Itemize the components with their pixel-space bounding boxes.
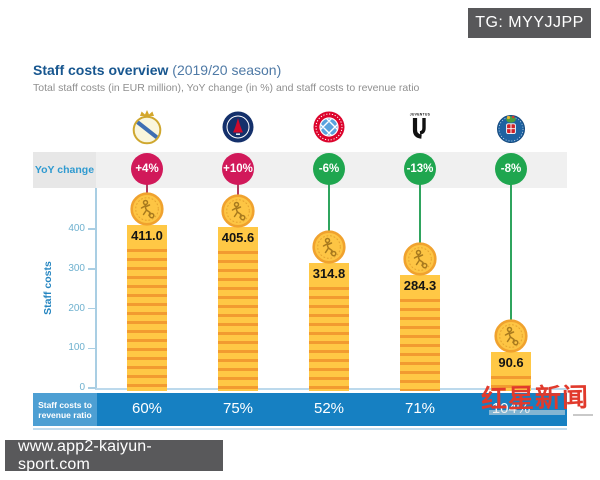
y-axis-tick-label: 300 xyxy=(68,262,85,274)
coin-player-icon xyxy=(403,242,437,276)
tg-watermark-badge: TG: MYYJJPP xyxy=(468,8,591,38)
club-logo-bayern xyxy=(310,108,348,146)
coin-player-icon xyxy=(130,192,164,226)
bar-value-label: 411.0 xyxy=(131,227,163,243)
bar-value-label: 314.8 xyxy=(312,265,346,281)
yoy-badge: +4% xyxy=(131,153,163,185)
bar-value-label: 90.6 xyxy=(498,354,524,370)
y-axis-tick-label: 0 xyxy=(79,382,85,393)
ratio-value-label: 52% xyxy=(313,400,345,417)
yoy-badge: +10% xyxy=(222,153,254,185)
ratio-label-line1: Staff costs to xyxy=(38,399,92,410)
yoy-badge: -8% xyxy=(495,153,527,185)
bar-value-label: 405.6 xyxy=(221,229,255,245)
club-logo-juventus: JUVENTUS xyxy=(401,108,439,146)
club-logo-psg xyxy=(219,108,257,146)
y-axis-tick xyxy=(88,268,96,270)
page-title: Staff costs overview (2019/20 season) xyxy=(33,62,419,78)
staff-costs-bar: 411.0 xyxy=(127,224,167,391)
site-watermark-bar: www.app2-kaiyun-sport.com xyxy=(5,438,223,473)
yoy-badge: -13% xyxy=(404,153,436,185)
yoy-row-label: YoY change xyxy=(33,152,96,188)
y-axis-tick-label: 400 xyxy=(68,223,85,234)
y-axis-tick xyxy=(88,307,96,310)
ratio-value-label: 75% xyxy=(222,400,254,417)
faint-dash xyxy=(573,414,593,416)
y-axis-tick xyxy=(88,347,96,349)
bar-value-label: 284.3 xyxy=(403,277,437,293)
svg-text:JUVENTUS: JUVENTUS xyxy=(410,113,431,117)
yoy-connector-line xyxy=(328,184,330,247)
yoy-badge: -6% xyxy=(313,153,345,185)
coin-player-icon xyxy=(221,194,255,228)
y-axis-tick xyxy=(88,228,96,230)
y-axis-line xyxy=(95,188,97,390)
yoy-change-band: YoY change xyxy=(33,152,567,188)
y-axis-tick-label: 100 xyxy=(68,342,85,354)
y-axis-tick-label: 200 xyxy=(68,302,85,314)
ratio-value-label: 71% xyxy=(404,400,436,417)
chart-subtitle: Total staff costs (in EUR million), YoY … xyxy=(33,82,420,94)
title-season: (2019/20 season) xyxy=(172,62,282,78)
staff-costs-bar: 284.3 xyxy=(400,274,440,391)
yoy-connector-line xyxy=(419,184,421,259)
staff-costs-bar: 314.8 xyxy=(309,262,349,391)
chart-header: Staff costs overview (2019/20 season) To… xyxy=(33,62,419,94)
ratio-band: Staff costs to revenue ratio xyxy=(33,393,567,426)
club-logo-porto xyxy=(492,108,530,146)
club-logo-real-madrid xyxy=(128,108,166,146)
band-underline xyxy=(33,428,567,430)
coin-player-icon xyxy=(312,230,346,264)
yoy-connector-line xyxy=(510,184,512,336)
ratio-label-line2: revenue ratio xyxy=(38,409,92,420)
ratio-row-label: Staff costs to revenue ratio xyxy=(33,393,97,426)
y-axis-title: Staff costs xyxy=(42,261,54,315)
coin-player-icon xyxy=(494,319,528,353)
faint-watermark-text xyxy=(489,410,565,415)
redstar-news-watermark: 红星新闻 xyxy=(480,383,590,415)
title-text: Staff costs overview xyxy=(33,62,169,78)
ratio-value-label: 60% xyxy=(131,400,163,417)
y-axis-tick xyxy=(88,387,96,389)
staff-costs-bar: 90.6 xyxy=(491,351,531,391)
staff-costs-bar: 405.6 xyxy=(218,226,258,391)
